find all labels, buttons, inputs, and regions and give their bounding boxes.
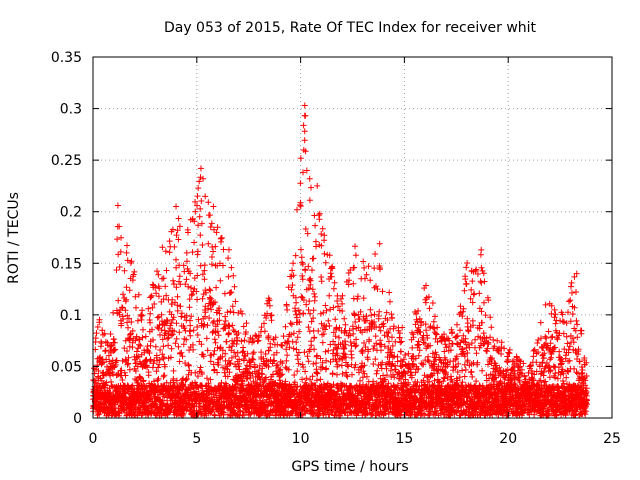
y-tick-label: 0 [73,411,82,427]
data-point [301,112,308,119]
data-point [301,128,308,135]
y-tick-label: 0.05 [51,359,82,375]
data-point [200,175,207,182]
axis-ticks [92,56,613,419]
data-point [210,203,217,210]
data-point [301,102,308,109]
y-axis-label: ROTI / TECUs [6,192,22,284]
x-tick-label: 20 [499,431,517,447]
x-tick-label: 25 [603,431,621,447]
data-point [197,165,204,172]
x-tick-label: 0 [89,431,98,447]
y-tick-label: 0.15 [51,256,82,272]
data-point [114,202,121,209]
y-tick-label: 0.2 [60,205,82,221]
data-points [90,102,590,419]
data-point [303,167,310,174]
x-tick-label: 15 [395,431,413,447]
y-tick-label: 0.35 [51,50,82,66]
x-tick-label: 10 [292,431,310,447]
x-tick-labels: 0 5 10 15 20 25 [89,431,621,447]
data-point [314,182,321,189]
data-point [573,270,580,277]
y-tick-label: 0.25 [51,153,82,169]
scatter-markers [90,112,590,419]
x-axis-label: GPS time / hours [291,459,408,475]
y-tick-labels: 0 0.05 0.1 0.15 0.2 0.25 0.3 0.35 [51,50,82,427]
x-tick-label: 5 [192,431,201,447]
data-point [478,246,485,253]
grid [93,57,612,418]
chart-title: Day 053 of 2015, Rate Of TEC Index for r… [164,20,537,36]
data-point [173,203,180,210]
plot-frame [92,56,613,419]
y-tick-label: 0.3 [60,102,82,118]
y-tick-label: 0.1 [60,308,82,324]
